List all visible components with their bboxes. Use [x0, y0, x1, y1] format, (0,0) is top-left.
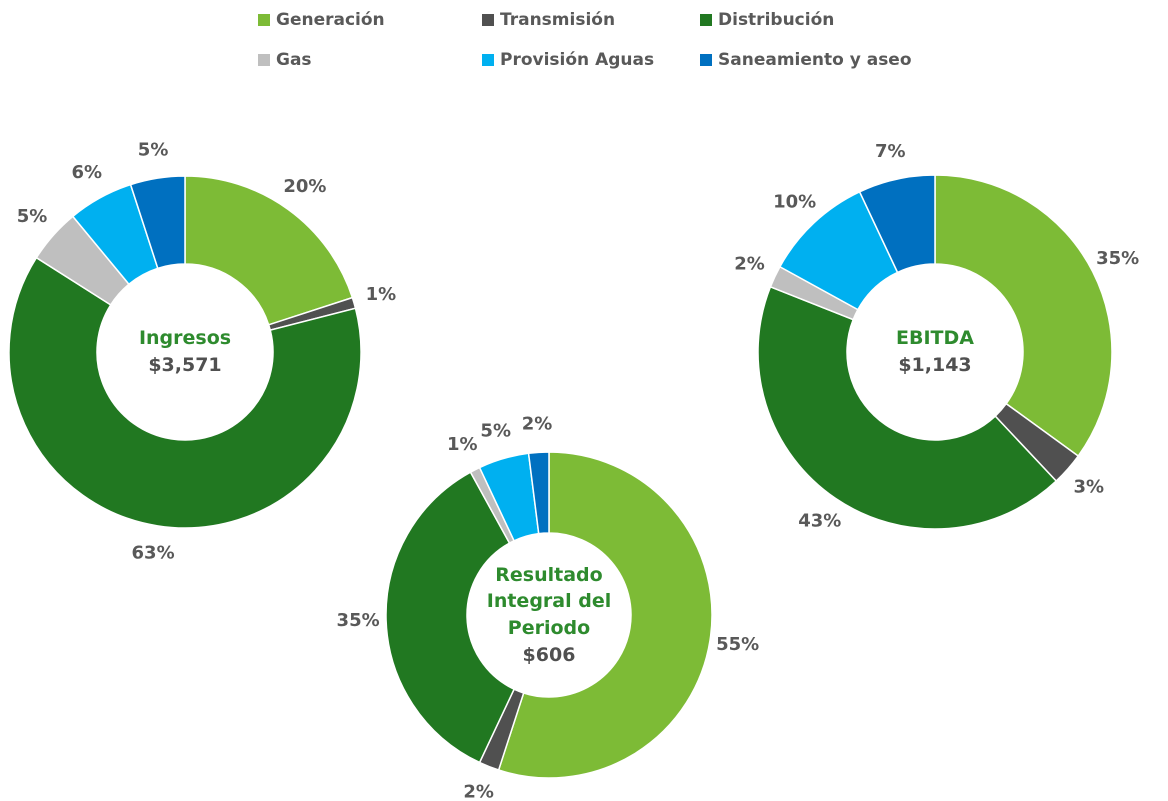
center-value: $606	[522, 643, 576, 666]
center-title: EBITDA	[896, 327, 974, 350]
legend-swatch	[700, 14, 712, 26]
legend-swatch	[258, 14, 270, 26]
data-label: 2%	[734, 254, 765, 275]
legend-swatch	[258, 54, 270, 66]
center-label: EBITDA $1,143	[847, 264, 1023, 440]
data-label: 5%	[17, 206, 48, 227]
slice	[858, 174, 936, 274]
legend-swatch	[482, 14, 494, 26]
data-label: 1%	[366, 284, 397, 305]
data-label: 6%	[71, 162, 102, 183]
legend-label: Transmisión	[500, 10, 615, 30]
legend-swatch	[700, 54, 712, 66]
data-label: 55%	[716, 634, 759, 655]
legend-label: Gas	[276, 50, 312, 70]
slice	[8, 256, 362, 529]
data-label: 43%	[798, 511, 841, 532]
center-value: $1,143	[898, 354, 972, 376]
center-label: Ingresos $3,571	[97, 264, 273, 440]
data-label: 1%	[447, 434, 478, 455]
data-label: 7%	[875, 141, 906, 162]
data-label: 5%	[480, 421, 511, 442]
center-value: $3,571	[148, 354, 222, 376]
legend-label: Distribución	[718, 10, 834, 30]
slice	[934, 174, 1113, 458]
slice	[184, 175, 354, 326]
data-label: 2%	[463, 782, 494, 801]
slice	[497, 451, 713, 779]
legend-swatch	[482, 54, 494, 66]
data-label: 2%	[522, 413, 553, 434]
slice	[757, 285, 1058, 530]
legend-label: Generación	[276, 10, 385, 30]
legend-label: Provisión Aguas	[500, 50, 654, 70]
data-label: 3%	[1073, 477, 1104, 498]
data-label: 5%	[138, 140, 169, 161]
center-title: Resultado Integral del Periodo	[486, 563, 612, 639]
slice	[527, 451, 550, 535]
center-label: Resultado Integral del Periodo $606	[467, 533, 631, 697]
data-label: 20%	[283, 176, 326, 197]
data-label: 35%	[1096, 248, 1139, 269]
slice	[129, 175, 186, 270]
data-label: 10%	[773, 192, 816, 213]
data-label: 63%	[132, 542, 175, 563]
data-label: 35%	[337, 610, 380, 631]
center-title: Ingresos	[138, 327, 232, 350]
slice	[385, 471, 516, 764]
legend-label: Saneamiento y aseo	[718, 50, 912, 70]
